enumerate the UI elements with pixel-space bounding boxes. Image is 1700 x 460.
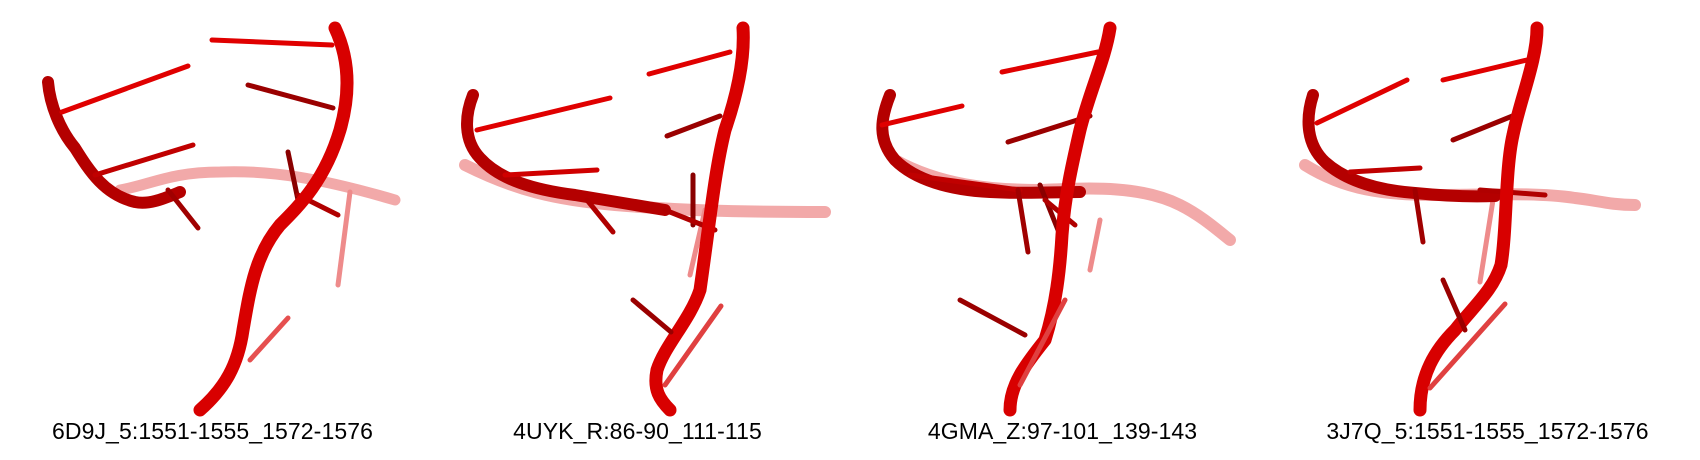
left-strand [461, 89, 671, 216]
faded-base [687, 207, 708, 278]
structure-panel-1: 6D9J_5:1551-1555_1572-1576 [0, 0, 425, 460]
base-stick [1427, 301, 1508, 391]
base-stick [502, 167, 600, 178]
base-stick [474, 95, 613, 133]
base-stick [879, 103, 965, 128]
rna-structure-render-3 [876, 21, 1236, 417]
base-stick [907, 172, 1023, 193]
left-strand [876, 89, 1086, 199]
faded-base [1087, 217, 1103, 273]
structure-label: 4UYK_R:86-90_111-115 [513, 418, 762, 444]
faded-base [1477, 197, 1496, 285]
main-strand [1003, 21, 1117, 417]
base-stick [92, 142, 196, 178]
base-stick [1440, 57, 1530, 83]
base-stick [1015, 187, 1031, 255]
base-stick [646, 49, 733, 77]
base-stick [209, 37, 335, 48]
base-stick [165, 187, 201, 231]
base-stick [285, 149, 301, 203]
faded-strand [114, 166, 401, 206]
rna-structure-render-2 [459, 21, 831, 417]
base-stick [247, 315, 291, 363]
structure-label: 3J7Q_5:1551-1555_1572-1576 [1326, 418, 1649, 444]
left-strand [42, 76, 186, 209]
base-stick [1314, 77, 1410, 126]
rna-structure-render-1 [42, 21, 401, 417]
main-strand [649, 21, 750, 417]
base-stick [957, 297, 1028, 338]
base-stick [664, 113, 723, 139]
structure-panel-2: 4UYK_R:86-90_111-115 [425, 0, 850, 460]
base-stick [1450, 112, 1518, 143]
rna-structure-render-4 [1299, 21, 1641, 417]
base-stick [584, 197, 616, 235]
base-stick [999, 49, 1101, 75]
structure-panel-4: 3J7Q_5:1551-1555_1572-1576 [1275, 0, 1700, 460]
structure-label: 6D9J_5:1551-1555_1572-1576 [51, 418, 374, 444]
main-strand [1413, 21, 1544, 417]
structure-panel-3: 4GMA_Z:97-101_139-143 [850, 0, 1275, 460]
left-strand [1302, 89, 1501, 203]
base-stick [630, 297, 674, 335]
base-stick [1017, 297, 1068, 388]
base-stick [1412, 187, 1426, 245]
base-stick [1440, 277, 1468, 333]
base-stick [59, 63, 191, 115]
base-stick [662, 303, 724, 388]
base-stick [1347, 165, 1423, 175]
main-strand [193, 21, 354, 417]
structure-label: 4GMA_Z:97-101_139-143 [927, 418, 1198, 444]
base-stick [245, 82, 336, 111]
faded-base [335, 189, 353, 288]
